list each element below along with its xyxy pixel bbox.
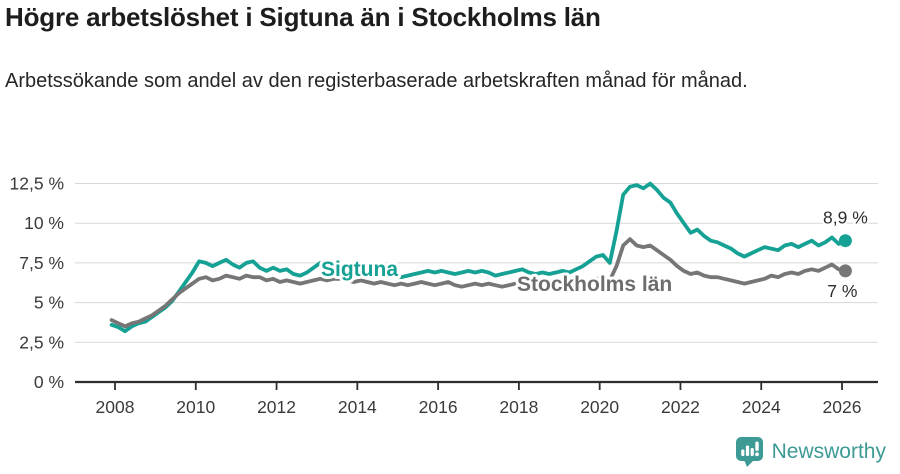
y-tick-label: 5 %: [34, 293, 64, 313]
series-line-sigtuna: [109, 181, 848, 334]
x-tick-label: 2018: [499, 397, 538, 417]
series-end-value-stockholms-l-n: 7 %: [827, 281, 857, 301]
chart-subtitle: Arbetssökande som andel av den registerb…: [5, 70, 748, 92]
x-tick-label: 2026: [823, 397, 862, 417]
series-end-dot-sigtuna: [838, 234, 852, 248]
x-tick-label: 2024: [742, 397, 781, 417]
y-tick-label: 0 %: [34, 372, 64, 392]
newsworthy-logo-icon: [735, 437, 763, 467]
series-inline-label-sigtuna: Sigtuna: [321, 258, 398, 281]
series-end-value-sigtuna: 8,9 %: [823, 208, 868, 228]
y-tick-label: 7,5 %: [19, 253, 64, 273]
y-tick-label: 12,5 %: [10, 174, 64, 194]
x-tick-label: 2010: [176, 397, 215, 417]
x-tick-label: 2014: [338, 397, 377, 417]
y-tick-label: 2,5 %: [19, 332, 64, 352]
y-tick-label: 10 %: [24, 213, 64, 233]
series-end-dot-stockholms-l-n: [838, 264, 852, 278]
x-tick-label: 2020: [580, 397, 619, 417]
footer-brand[interactable]: Newsworthy: [735, 436, 886, 467]
series-inline-label-stockholms-l-n: Stockholms län: [517, 273, 672, 296]
page-title: Högre arbetslöshet i Sigtuna än i Stockh…: [5, 2, 601, 32]
x-tick-label: 2022: [661, 397, 700, 417]
brand-name: Newsworthy: [771, 439, 886, 463]
x-tick-label: 2012: [257, 397, 296, 417]
chart-area: 0 % 2,5 % 5 % 7,5 % 10 % 12,5 % 2008 2010 2012 20…: [0, 150, 900, 430]
x-tick-label: 2008: [96, 397, 135, 417]
x-tick-label: 2016: [419, 397, 458, 417]
series-line-stockholms-l-n: [109, 237, 848, 329]
unemployment-chart: 0 % 2,5 % 5 % 7,5 % 10 % 12,5 % 2008 2010 2012 20…: [10, 174, 878, 417]
